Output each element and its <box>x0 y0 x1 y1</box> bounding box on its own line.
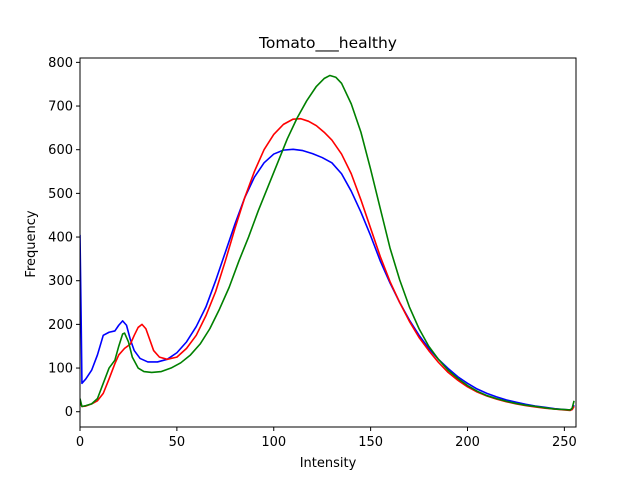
axes: 0 50 100 150 200 250 0 100 200 300 400 500 600 700 800 <box>48 56 577 450</box>
series-line-1 <box>80 148 575 411</box>
x-tick-label: 200 <box>455 435 480 450</box>
x-axis-label: Intensity <box>300 456 357 471</box>
x-tick-label: 150 <box>358 435 383 450</box>
y-tick-label: 300 <box>48 274 73 289</box>
x-tick-label: 0 <box>76 435 84 450</box>
y-tick-label: 100 <box>48 362 73 377</box>
x-tick-label: 100 <box>261 435 286 450</box>
series-line-3 <box>80 74 575 411</box>
y-tick-label: 200 <box>48 318 73 333</box>
x-tick-label: 50 <box>169 435 186 450</box>
y-tick-label: 600 <box>48 143 73 158</box>
y-tick-label: 0 <box>65 405 73 420</box>
y-tick-label: 700 <box>48 100 73 115</box>
chart-title: Tomato___healthy <box>258 34 397 53</box>
y-tick-label: 500 <box>48 187 73 202</box>
plot-frame <box>79 57 577 428</box>
y-tick-label: 400 <box>48 231 73 246</box>
y-axis-label: Frequency <box>24 210 39 277</box>
y-tick-label: 800 <box>48 56 73 71</box>
plot-area <box>80 74 575 412</box>
series-line-2 <box>80 117 575 412</box>
x-tick-label: 250 <box>552 435 577 450</box>
